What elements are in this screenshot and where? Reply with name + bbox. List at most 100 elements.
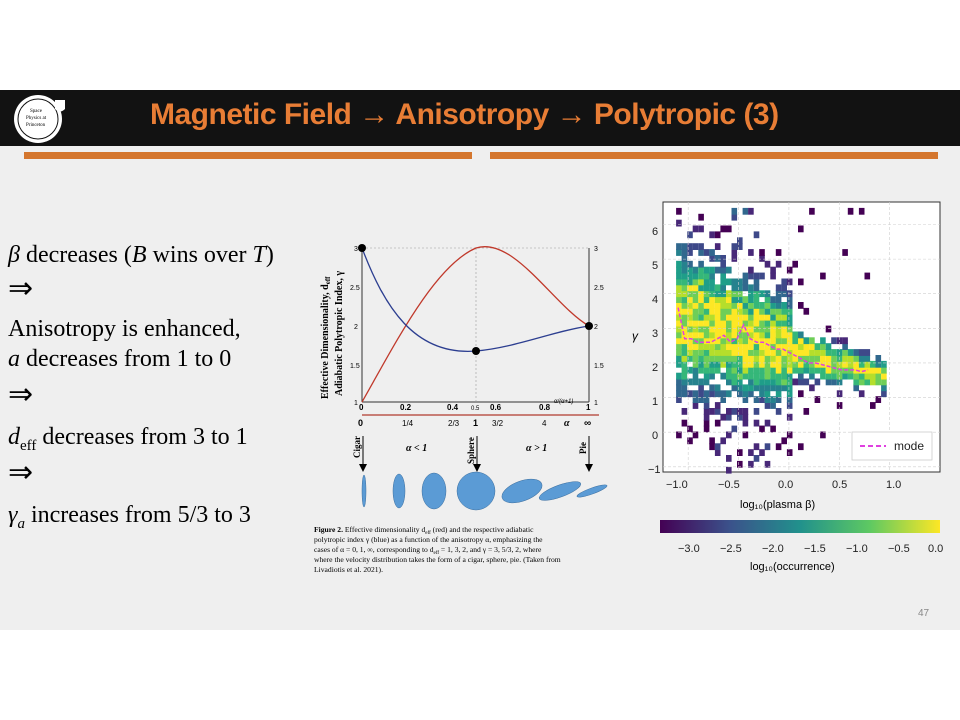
heatmap-cell [870,360,876,368]
heatmap-cell [676,372,682,380]
heatmap-cell [753,455,760,462]
heatmap-cell [698,331,704,339]
heatmap-cell [825,378,832,386]
fig2-ylabel-1: Effective Dimensionality, deff [320,276,332,399]
heatmap-cell [720,272,726,280]
heatmap-cell [770,266,776,274]
hm-xtick-3: 0.5 [832,479,847,491]
hm-legend-label: mode [894,439,924,453]
heatmap-cell [731,284,738,292]
heatmap-cell [786,355,793,362]
heatmap-cell [703,360,710,368]
heatmap-cell [737,243,743,250]
heatmap-cell [703,378,710,386]
heatmap-cell [742,331,749,339]
heatmap-cell [786,431,793,439]
heatmap-cell [714,296,721,303]
heatmap-cell [853,360,859,368]
heatmap-cell [798,349,804,356]
heatmap-cell [703,366,710,374]
heatmap-cell [786,307,793,315]
fig2-cigar: Cigar [352,436,362,458]
heatmap-cell [770,384,776,392]
heatmap-cell [731,213,738,221]
heatmap-cell [737,337,743,345]
heatmap-cell [853,372,859,380]
heatmap-cell [742,307,749,315]
heatmap-cell [687,313,693,321]
heatmap-cell [770,307,776,315]
heatmap-cell [731,372,738,380]
heatmap-cell [748,313,754,321]
heatmap-cell [687,260,693,268]
heatmap-cell [698,260,704,268]
heatmap-cell [698,213,704,221]
heatmap-cell [770,396,776,403]
heatmap-cell [775,343,782,350]
heatmap-cell [726,331,732,339]
fig2-caption-4: where the velocity distribution takes th… [314,555,561,564]
heatmap-cell [676,384,682,392]
heatmap-cell [781,372,787,380]
heatmap-cell [775,302,782,309]
heatmap-cell [770,337,776,345]
fig2-caption-1: Figure 2. Effective dimensionality deff … [314,525,534,536]
heatmap-cell [875,378,882,386]
heatmap-cell [737,319,743,327]
fig2-ylabel-2: Adiabatic Polytropic Index, γ [334,271,345,396]
heatmap-cell [775,331,782,339]
heatmap-cell [764,360,771,368]
heatmap-cell [714,243,721,250]
heatmap-cell [809,384,815,392]
heatmap-cell [737,355,743,362]
heatmap-cell [703,425,710,433]
heatmap-cell [714,443,721,451]
heatmap-cell [742,419,749,427]
fig2-rt-5: 3 [594,246,598,253]
heatmap-cell [720,266,726,274]
heatmap-cell [814,378,821,386]
heatmap-cell [714,449,721,456]
heatmap-cell [714,402,721,409]
fig2-point-cigar [358,244,366,252]
fig2-top-2: 0.4 [447,403,459,412]
heatmap-cell [709,296,715,303]
heatmap-cell [726,302,732,309]
heatmap-cell [737,284,743,292]
heatmap-cell [753,272,760,280]
logo-text-2: Physics at [26,116,47,121]
heatmap-cell [825,372,832,380]
heatmap-cell [786,402,793,409]
heatmap-cell [687,296,693,303]
heatmap-cell [703,337,710,345]
heatmap-cell [709,437,715,445]
fig2-alpha-label: α [564,418,570,429]
heatmap-cell [775,337,782,345]
fig2-rt-2: 1.5 [594,363,604,370]
heatmap-cell [798,302,804,309]
heatmap-cell [720,225,726,233]
heatmap-cell [698,360,704,368]
heatmap-cell [781,437,787,445]
heatmap-cell [726,319,732,327]
heatmap-cell [720,313,726,321]
heatmap-cell [703,249,710,256]
heatmap-cell [764,396,771,403]
heatmap-cell [731,302,738,309]
heatmap-cell [692,331,699,339]
heatmap-cell [814,360,821,368]
heatmap-cell [858,360,865,368]
heatmap-cell [775,355,782,362]
heatmap-cell [687,355,693,362]
heatmap-cell [681,349,688,356]
heatmap-cell [681,249,688,256]
heatmap-cell [676,360,682,368]
heatmap-cell [831,372,837,380]
heatmap-cell [764,260,771,268]
heatmap-cell [720,396,726,403]
heatmap-cell [759,272,765,280]
fig2-rt-4: 2.5 [594,285,604,292]
heatmap-cell [726,455,732,462]
heatmap-cell [814,366,821,374]
heatmap-cell [692,266,699,274]
